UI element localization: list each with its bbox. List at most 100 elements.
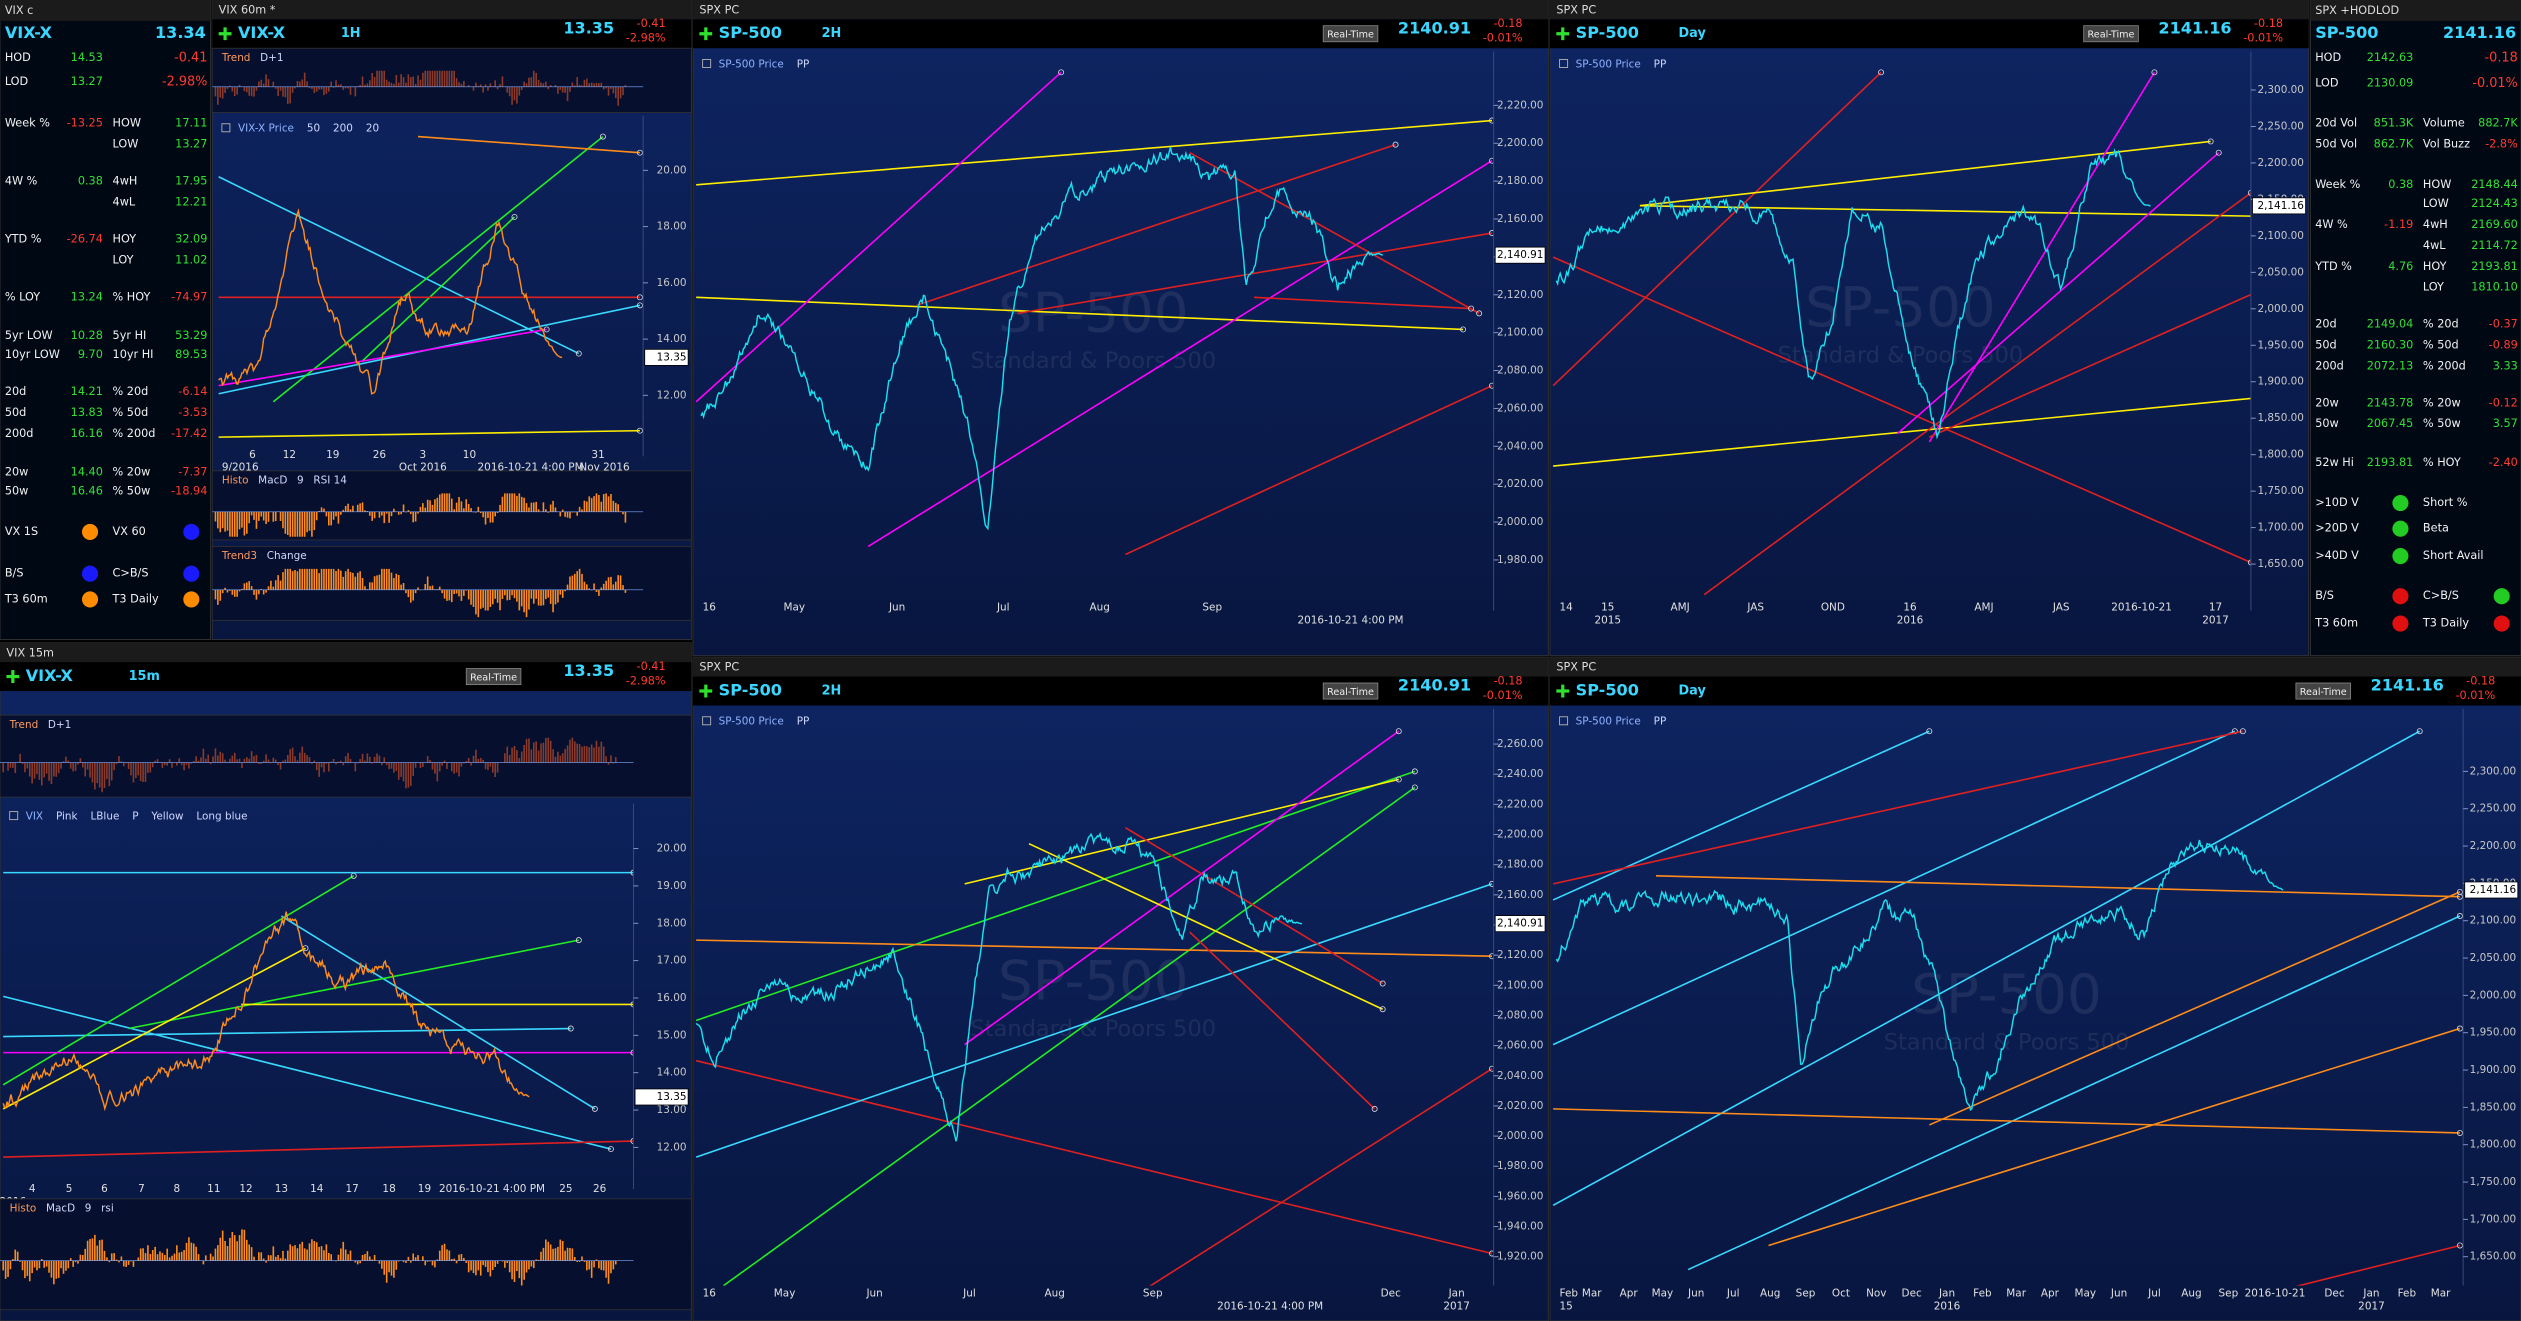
- board-value: 53.29: [175, 329, 207, 342]
- y-tick-label: 20.00: [657, 843, 687, 855]
- trend-line: [218, 176, 580, 355]
- y-tick-label: 2,050.00: [2470, 952, 2516, 964]
- x-tick-label: 9/2016: [222, 462, 259, 474]
- y-tick-label: 2,200.00: [2470, 840, 2516, 852]
- x-tick-label: Jun: [888, 601, 905, 613]
- board-value: 14.40: [71, 465, 103, 478]
- legend-item: SP-500 Price: [719, 716, 784, 728]
- board-value: -2.40: [2489, 456, 2518, 469]
- board-tab-bar: [2310, 0, 2521, 21]
- trend-handle: [1878, 69, 1885, 76]
- board-label: 4wL: [113, 195, 136, 208]
- y-tick-label: 2,040.00: [1497, 1070, 1543, 1082]
- board-label: % 20d: [113, 385, 149, 398]
- board-value: 0.38: [2388, 178, 2413, 191]
- price-line: [700, 147, 1383, 531]
- y-tick-label: 18.00: [657, 221, 687, 233]
- signal-dot: [2392, 588, 2409, 605]
- legend-item: 200: [333, 123, 353, 135]
- x-tick-label: Aug: [1090, 601, 1110, 613]
- board-label: HOY: [2423, 260, 2447, 273]
- board-label: % 20w: [2423, 396, 2461, 409]
- panel-change-pct: -0.01%: [1483, 32, 1523, 45]
- trend-line: [1125, 826, 1384, 985]
- y-tick-label: 2,060.00: [1497, 402, 1543, 414]
- panel-symbol: VIX-X: [238, 23, 286, 42]
- watermark: SP-500: [998, 281, 1188, 345]
- legend-item: VIX: [26, 810, 43, 822]
- realtime-label: Real-Time: [2300, 687, 2347, 698]
- add-icon: [699, 684, 713, 698]
- legend-item: PP: [1654, 716, 1667, 728]
- x-tick-label: Sep: [1143, 1288, 1163, 1300]
- realtime-badge: [1322, 682, 1379, 700]
- board-value: 3.33: [2493, 359, 2518, 372]
- trend-handle: [607, 1146, 614, 1153]
- board-value: 0.38: [78, 175, 103, 188]
- board-bg: [2309, 0, 2521, 657]
- panel-bg: [1549, 0, 2310, 657]
- trend-line: [1189, 931, 1376, 1110]
- x-tick-label: Apr: [2041, 1288, 2060, 1300]
- x-tick-label: Mar: [1582, 1288, 1602, 1300]
- y-tick-label: 1,750.00: [2470, 1176, 2516, 1188]
- board-label: 4W %: [5, 175, 38, 188]
- signal-label: B/S: [2315, 589, 2334, 602]
- board-label: 4wL: [2423, 239, 2446, 252]
- realtime-label: Real-Time: [2088, 30, 2135, 41]
- board-price: 13.34: [155, 23, 206, 42]
- y-tick-label: 2,250.00: [2470, 803, 2516, 815]
- x-tick-label: 10: [463, 449, 476, 461]
- board-value: 11.02: [175, 253, 207, 266]
- trend-handle: [636, 427, 643, 434]
- trend-line: [696, 296, 1464, 331]
- y-tick-label: 1,850.00: [2257, 412, 2303, 424]
- y-tick-label: 1,980.00: [1497, 1160, 1543, 1172]
- board-label: 4wH: [2423, 218, 2448, 231]
- subpanel-label: Histo: [10, 1203, 37, 1215]
- trend-handle: [1489, 1065, 1494, 1072]
- x-tick-label: 6: [101, 1183, 108, 1195]
- trend-handle: [1489, 117, 1494, 124]
- board-value: 2130.09: [2367, 77, 2414, 90]
- board-label: Week %: [5, 117, 50, 130]
- trend-line: [695, 883, 1493, 1158]
- subpanel-label: rsi: [101, 1203, 114, 1215]
- x-tick-label: Jan: [2362, 1288, 2379, 1300]
- panel-tab: SPX PC: [699, 661, 739, 674]
- trend-line: [1028, 842, 1384, 1010]
- legend-icon: [1559, 58, 1569, 68]
- board-label: HOD: [2315, 51, 2341, 64]
- board-value: 17.95: [175, 175, 207, 188]
- y-tick-label: 1,950.00: [2470, 1027, 2516, 1039]
- legend-icon: [702, 716, 712, 726]
- trend-line: [1929, 293, 2251, 438]
- board-label: 200d: [2315, 359, 2344, 372]
- board-value: 10.28: [71, 329, 103, 342]
- x-tick-label: Nov 2016: [579, 462, 629, 474]
- trend-line: [1655, 875, 2460, 898]
- board-label: LOY: [113, 253, 134, 266]
- legend-icon: [702, 58, 712, 68]
- board-label: 10yr HI: [113, 348, 154, 361]
- plot-area: SP-500 Standard & Poors 500: [1552, 728, 2463, 1286]
- trend-handle: [2456, 1025, 2463, 1032]
- y-tick-label: 1,650.00: [2257, 558, 2303, 570]
- legend-item: VIX-X Price: [238, 123, 294, 135]
- y-tick-label: 1,850.00: [2470, 1101, 2516, 1113]
- board-label: LOD: [5, 75, 28, 88]
- last-price-tag: [2252, 197, 2306, 215]
- price-line: [695, 832, 1302, 1142]
- board-value: -6.14: [178, 385, 207, 398]
- x-tick-label: Sep: [2219, 1288, 2239, 1300]
- panel-tab: VIX 15m: [6, 646, 54, 659]
- y-tick-label: 19.00: [657, 880, 687, 892]
- board-value: -18.94: [171, 485, 207, 498]
- y-tick-label: 2,300.00: [2470, 765, 2516, 777]
- trend-handle: [2456, 888, 2463, 895]
- y-tick-label: 12.00: [657, 1141, 687, 1153]
- x-tick-label: 25: [559, 1183, 572, 1195]
- trend-handle: [1489, 382, 1494, 389]
- panel-tab-bar: [1549, 657, 2521, 677]
- watermark-subtitle: Standard & Poors 500: [970, 348, 1216, 374]
